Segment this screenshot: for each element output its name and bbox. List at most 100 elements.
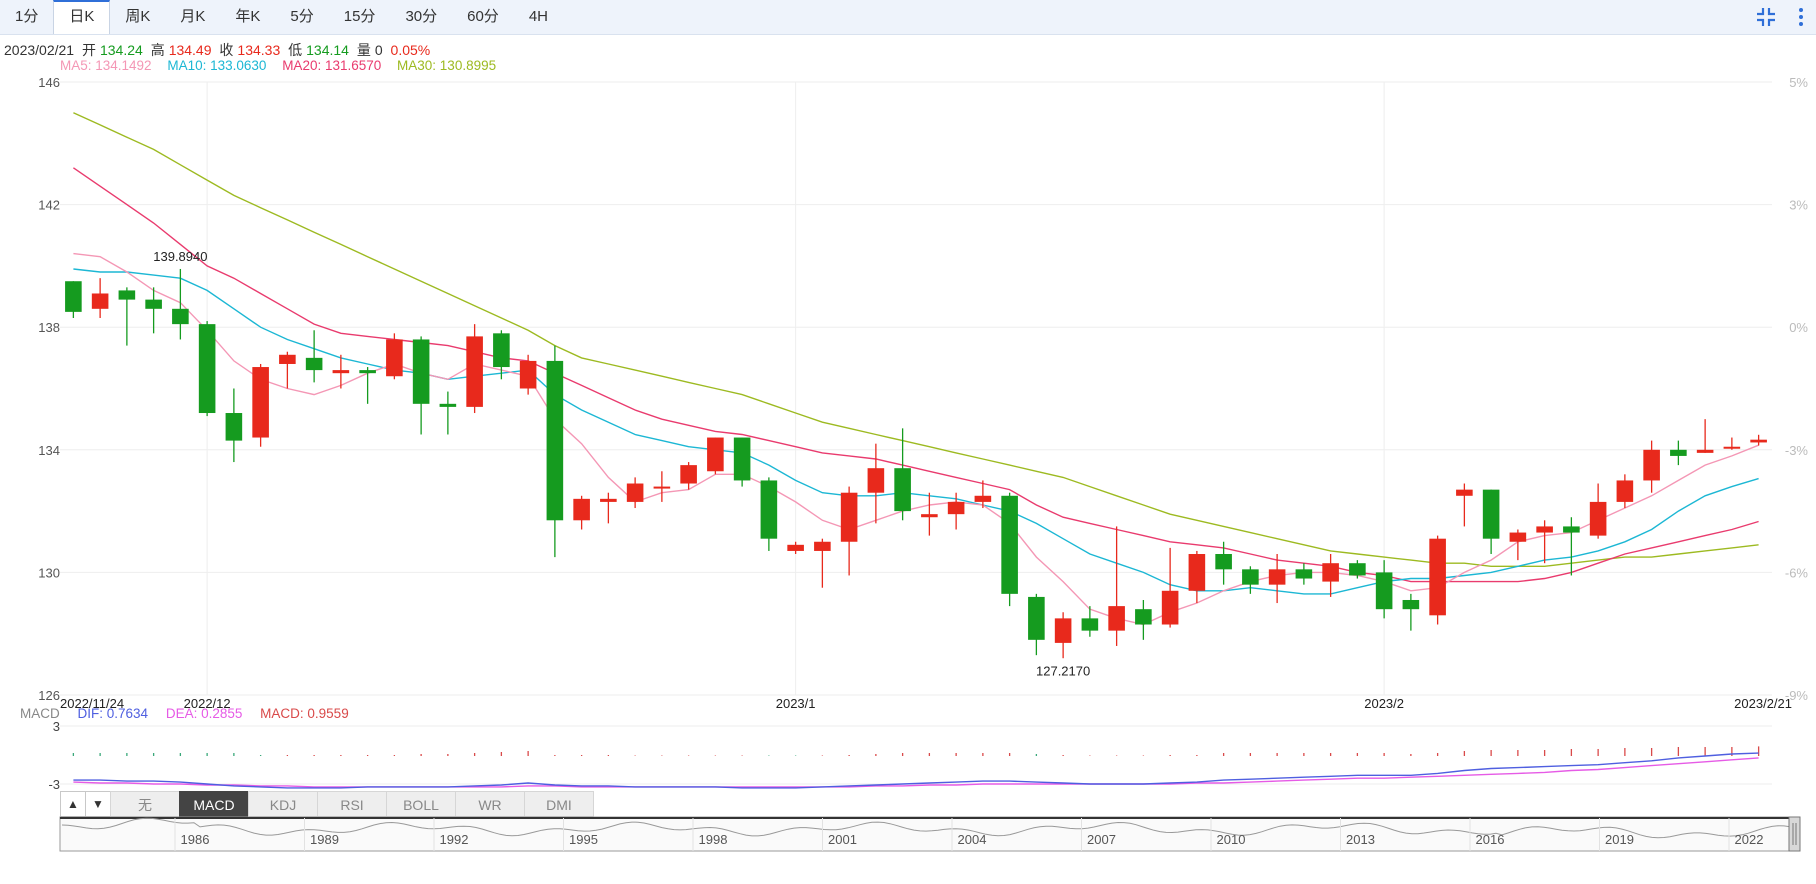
period-tabs: 1分 日K 周K 月K 年K 5分 15分 30分 60分 4H bbox=[0, 0, 563, 34]
ma30-line bbox=[73, 112, 1759, 567]
low-label: 低 bbox=[288, 42, 303, 58]
extreme-label: 139.8940 bbox=[153, 249, 207, 264]
candle bbox=[1643, 440, 1660, 493]
candle bbox=[600, 492, 617, 524]
more-vertical-icon[interactable] bbox=[1790, 6, 1812, 28]
navigator-sparkline bbox=[61, 817, 1791, 839]
candle bbox=[252, 363, 269, 447]
candle bbox=[1750, 434, 1767, 446]
candle bbox=[1349, 560, 1366, 579]
candle bbox=[118, 287, 136, 346]
x-tick-label: 2022/12 bbox=[184, 696, 231, 711]
candle-body bbox=[1723, 446, 1741, 449]
range-navigator[interactable]: 1986 1989 1992 1995 1998 2001 2004 2007 2010 2013… bbox=[0, 815, 1816, 855]
candle-body bbox=[1375, 572, 1393, 610]
indicator-tabs: ▲ ▼ 无 MACD KDJ RSI BOLL WR DMI bbox=[60, 791, 594, 817]
candle-body bbox=[145, 299, 162, 309]
candle-body bbox=[894, 468, 911, 512]
indicator-tab[interactable]: BOLL bbox=[386, 791, 456, 817]
dif-legend: DIF: 0.7634 bbox=[77, 706, 149, 721]
period-tab[interactable]: 30分 bbox=[405, 8, 438, 25]
period-tab[interactable]: 60分 bbox=[467, 8, 499, 25]
candle bbox=[493, 330, 510, 380]
candle-body bbox=[733, 437, 751, 481]
candle-body bbox=[814, 541, 831, 551]
indicator-tab[interactable]: DMI bbox=[524, 791, 594, 817]
candle-body bbox=[921, 514, 938, 518]
x-tick-label: 2023/2 bbox=[1364, 696, 1404, 711]
candle-body bbox=[760, 480, 778, 539]
candle bbox=[787, 541, 804, 555]
candle-body bbox=[1242, 569, 1259, 585]
candlestick-chart[interactable]: 146 142 138 134 130 126 5% 3% 0% -3% -6% -9% 2022/11… bbox=[0, 70, 1816, 770]
dea-legend: DEA: 0.2855 bbox=[165, 706, 243, 721]
candle bbox=[91, 278, 109, 319]
period-tab[interactable]: 周K bbox=[125, 8, 151, 25]
candle-body bbox=[1750, 439, 1767, 443]
period-tab[interactable]: 15分 bbox=[343, 8, 376, 25]
candle-body bbox=[546, 360, 564, 521]
candle-body bbox=[1054, 618, 1072, 643]
candle bbox=[386, 333, 403, 380]
candle-body bbox=[198, 324, 216, 414]
candle-body bbox=[974, 495, 992, 502]
arrow-down-icon[interactable]: ▼ bbox=[85, 791, 111, 817]
candle-body bbox=[412, 339, 430, 404]
pct-tick-label: 0% bbox=[1789, 320, 1808, 335]
candle bbox=[1536, 520, 1553, 564]
ma20-legend: MA20: 131.6570 bbox=[282, 58, 382, 73]
candle bbox=[1723, 437, 1741, 450]
candle-body bbox=[1563, 526, 1580, 533]
navigator-year-label: 2013 bbox=[1346, 832, 1375, 847]
candle-body bbox=[1670, 449, 1687, 456]
arrow-up-icon[interactable]: ▲ bbox=[60, 791, 86, 817]
candle-body bbox=[1161, 590, 1179, 625]
macd-chart[interactable]: 3 -3 bbox=[0, 716, 1816, 796]
candle-body bbox=[1589, 501, 1607, 536]
candle bbox=[1135, 599, 1152, 640]
candle-body bbox=[279, 354, 296, 364]
navigator-year-label: 2019 bbox=[1605, 832, 1634, 847]
ohlc-readout: 2023/02/21 开 134.24 高 134.49 收 134.33 低 134.… bbox=[4, 40, 434, 60]
candle bbox=[573, 495, 590, 530]
candle bbox=[626, 477, 644, 509]
candle bbox=[1295, 563, 1313, 585]
indicator-tab[interactable]: WR bbox=[455, 791, 525, 817]
macd-legend: MACD DIF: 0.7634 DEA: 0.2855 MACD: 0.955… bbox=[20, 706, 363, 721]
low-value: 134.14 bbox=[306, 42, 349, 58]
candle bbox=[279, 351, 296, 389]
period-tab[interactable]: 年K bbox=[235, 8, 261, 25]
candle bbox=[1456, 483, 1473, 527]
candle-body bbox=[386, 339, 403, 377]
candle bbox=[359, 367, 376, 404]
navigator-year-label: 2016 bbox=[1476, 832, 1505, 847]
indicator-tab[interactable]: RSI bbox=[317, 791, 387, 817]
candle-body bbox=[1135, 609, 1152, 625]
candle bbox=[1268, 554, 1286, 604]
candle bbox=[145, 287, 162, 334]
period-tab[interactable]: 1分 bbox=[15, 8, 39, 25]
macd-title: MACD bbox=[20, 706, 60, 721]
indicator-tab[interactable]: 无 bbox=[110, 791, 180, 817]
indicator-tab[interactable]: MACD bbox=[179, 791, 249, 817]
period-tab[interactable]: 5分 bbox=[290, 8, 314, 25]
navigator-year-label: 2004 bbox=[958, 832, 987, 847]
candle-body bbox=[1482, 489, 1500, 539]
ma-legend: MA5: 134.1492 MA10: 133.0630 MA20: 131.6… bbox=[60, 58, 508, 73]
candle bbox=[332, 354, 350, 389]
period-tab[interactable]: 4H bbox=[528, 8, 548, 25]
collapse-icon[interactable] bbox=[1755, 6, 1777, 28]
candle-body bbox=[1402, 599, 1420, 610]
dea-line bbox=[73, 757, 1759, 788]
pct-tick-label: -6% bbox=[1785, 565, 1809, 580]
candle-body bbox=[680, 465, 697, 484]
candle bbox=[1054, 612, 1072, 659]
candle bbox=[867, 443, 885, 524]
ma5-legend: MA5: 134.1492 bbox=[60, 58, 152, 73]
period-tab[interactable]: 月K bbox=[180, 8, 206, 25]
indicator-tab[interactable]: KDJ bbox=[248, 791, 318, 817]
candle-body bbox=[1108, 606, 1125, 631]
period-tab[interactable]: 日K bbox=[53, 0, 111, 34]
candle bbox=[1616, 474, 1634, 509]
candle-body bbox=[1349, 563, 1366, 576]
